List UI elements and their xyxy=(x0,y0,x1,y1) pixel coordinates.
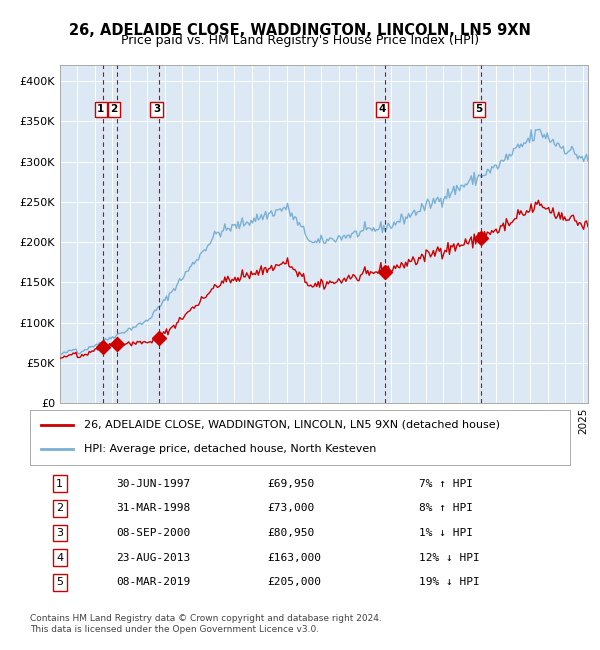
Text: 26, ADELAIDE CLOSE, WADDINGTON, LINCOLN, LN5 9XN (detached house): 26, ADELAIDE CLOSE, WADDINGTON, LINCOLN,… xyxy=(84,420,500,430)
Text: 4: 4 xyxy=(379,104,386,114)
Text: 3: 3 xyxy=(56,528,63,538)
Text: HPI: Average price, detached house, North Kesteven: HPI: Average price, detached house, Nort… xyxy=(84,445,376,454)
Text: £163,000: £163,000 xyxy=(268,552,322,563)
Text: 1% ↓ HPI: 1% ↓ HPI xyxy=(419,528,473,538)
Text: £69,950: £69,950 xyxy=(268,478,315,489)
Text: £205,000: £205,000 xyxy=(268,577,322,588)
Text: 1: 1 xyxy=(56,478,63,489)
Text: 19% ↓ HPI: 19% ↓ HPI xyxy=(419,577,479,588)
Text: 08-MAR-2019: 08-MAR-2019 xyxy=(116,577,191,588)
Text: 31-MAR-1998: 31-MAR-1998 xyxy=(116,503,191,514)
Text: 30-JUN-1997: 30-JUN-1997 xyxy=(116,478,191,489)
Text: £80,950: £80,950 xyxy=(268,528,315,538)
Text: 26, ADELAIDE CLOSE, WADDINGTON, LINCOLN, LN5 9XN: 26, ADELAIDE CLOSE, WADDINGTON, LINCOLN,… xyxy=(69,23,531,38)
Text: 08-SEP-2000: 08-SEP-2000 xyxy=(116,528,191,538)
Text: Contains HM Land Registry data © Crown copyright and database right 2024.
This d: Contains HM Land Registry data © Crown c… xyxy=(30,614,382,634)
Text: 4: 4 xyxy=(56,552,63,563)
Text: Price paid vs. HM Land Registry's House Price Index (HPI): Price paid vs. HM Land Registry's House … xyxy=(121,34,479,47)
Text: 8% ↑ HPI: 8% ↑ HPI xyxy=(419,503,473,514)
Text: 1: 1 xyxy=(97,104,104,114)
Text: 12% ↓ HPI: 12% ↓ HPI xyxy=(419,552,479,563)
Text: 7% ↑ HPI: 7% ↑ HPI xyxy=(419,478,473,489)
Text: 3: 3 xyxy=(153,104,160,114)
Text: 23-AUG-2013: 23-AUG-2013 xyxy=(116,552,191,563)
Text: 2: 2 xyxy=(110,104,118,114)
Text: 5: 5 xyxy=(475,104,482,114)
Text: £73,000: £73,000 xyxy=(268,503,315,514)
Text: 5: 5 xyxy=(56,577,63,588)
Text: 2: 2 xyxy=(56,503,63,514)
